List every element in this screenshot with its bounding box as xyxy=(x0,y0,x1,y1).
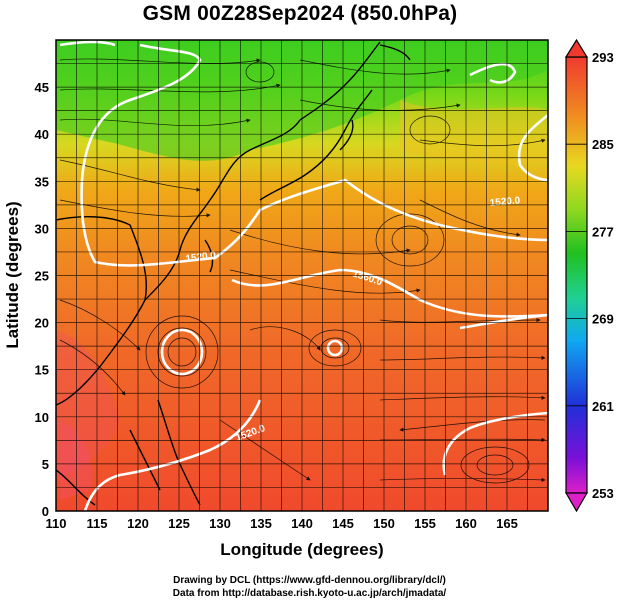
colorbar-tick-label: 285 xyxy=(592,137,614,152)
x-tick-label: 120 xyxy=(127,516,149,531)
colorbar: 293 285 277 269 261 253 xyxy=(564,38,614,513)
colorbar-tick-label: 261 xyxy=(592,399,614,414)
colorbar-bar xyxy=(565,56,588,494)
colorbar-tick-label: 269 xyxy=(592,312,614,327)
plot-frame xyxy=(55,39,549,512)
colorbar-tick-label: 253 xyxy=(592,486,614,501)
colorbar-bottom-cap xyxy=(564,492,589,513)
credit-data: Data from http://database.rish.kyoto-u.a… xyxy=(172,588,447,599)
colorbar-tick-label: 293 xyxy=(592,50,614,65)
x-axis-title: Longitude (degrees) xyxy=(220,540,383,559)
y-tick-label: 45 xyxy=(35,80,49,95)
x-tick-label: 110 xyxy=(46,516,67,531)
y-axis-title: Latitude (degrees) xyxy=(3,201,22,348)
y-tick-label: 15 xyxy=(35,363,49,378)
coastlines xyxy=(56,41,411,506)
y-tick-label: 30 xyxy=(35,221,49,236)
y-axis-ticks: 0 5 10 15 20 25 30 35 40 45 xyxy=(35,80,49,519)
y-tick-label: 35 xyxy=(35,174,49,189)
x-axis-ticks: 110 115 120 125 130 135 140 145 150 155 160 165 xyxy=(46,516,518,531)
map-grid xyxy=(55,39,549,512)
y-tick-label: 40 xyxy=(35,127,49,142)
y-tick-label: 25 xyxy=(35,269,49,284)
y-tick-label: 5 xyxy=(42,457,49,472)
y-tick-label: 0 xyxy=(42,504,49,519)
x-tick-label: 130 xyxy=(209,516,231,531)
x-tick-label: 155 xyxy=(414,516,436,531)
colorbar-top-cap xyxy=(564,38,589,58)
x-tick-label: 145 xyxy=(332,516,354,531)
x-tick-label: 115 xyxy=(87,516,108,531)
x-tick-label: 135 xyxy=(250,516,272,531)
contour-label: 1520.0 xyxy=(185,250,217,265)
credit-drawing: Drawing by DCL (https://www.gfd-dennou.o… xyxy=(173,575,446,586)
x-tick-label: 150 xyxy=(373,516,395,531)
y-tick-label: 10 xyxy=(35,410,49,425)
chart-title: GSM 00Z28Sep2024 (850.0hPa) xyxy=(142,2,458,25)
x-tick-label: 125 xyxy=(168,516,190,531)
x-tick-label: 140 xyxy=(291,516,313,531)
contour-label: 1520.0 xyxy=(489,195,521,209)
x-tick-label: 165 xyxy=(496,516,518,531)
y-tick-label: 20 xyxy=(35,316,49,331)
colorbar-tick-label: 277 xyxy=(592,224,614,239)
x-tick-label: 160 xyxy=(455,516,477,531)
